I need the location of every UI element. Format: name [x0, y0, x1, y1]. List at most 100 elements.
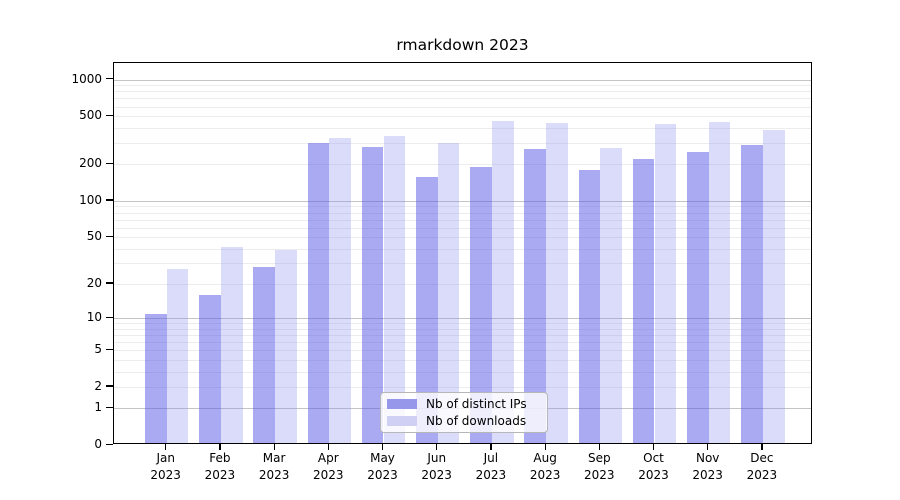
y-tick	[106, 406, 113, 409]
gridline-minor	[114, 85, 811, 87]
x-tick-label-year: 2023	[150, 467, 181, 482]
bar-distinct-ips-jul	[470, 167, 492, 443]
gridline-minor	[114, 206, 811, 208]
bar-distinct-ips-sep	[578, 170, 601, 443]
gridline-minor	[114, 386, 811, 388]
y-tick	[106, 78, 113, 80]
x-tick-label-year: 2023	[421, 467, 452, 482]
x-tick-label: Dec 2023	[732, 450, 792, 483]
bar-downloads-oct	[654, 123, 677, 443]
x-tick-label-month: Mar	[262, 451, 286, 465]
x-tick-label-month: Jun	[427, 451, 447, 465]
y-tick	[106, 282, 113, 284]
x-tick-label: Jul 2023	[461, 450, 521, 483]
y-tick	[106, 114, 113, 116]
bar-distinct-ips-mar	[253, 266, 276, 443]
x-tick	[761, 444, 763, 450]
x-tick-label-year: 2023	[204, 467, 236, 482]
bar-distinct-ips-apr	[307, 143, 330, 443]
legend-item: Nb of distinct IPs	[387, 397, 547, 411]
bar-downloads-apr	[329, 138, 351, 443]
x-tick-label-month: Feb	[209, 451, 231, 465]
y-tick	[106, 235, 113, 237]
y-tick	[106, 385, 113, 387]
gridline-minor	[114, 143, 811, 145]
x-tick	[598, 444, 601, 450]
gridline-minor	[114, 98, 811, 100]
bar-downloads-dec	[762, 129, 785, 443]
x-tick	[219, 444, 221, 450]
bar-downloads-sep	[600, 147, 622, 443]
y-tick	[106, 199, 113, 201]
x-tick-label-year: 2023	[529, 467, 561, 482]
gridline-minor	[114, 335, 811, 336]
plot-area	[113, 62, 812, 444]
x-tick-label: Feb 2023	[190, 450, 250, 483]
gridline-minor	[114, 371, 811, 373]
bar-distinct-ips-feb	[199, 295, 221, 443]
bar-distinct-ips-may	[361, 146, 384, 443]
bar-downloads-jul	[491, 120, 514, 443]
x-tick-label: Oct 2023	[624, 450, 684, 483]
y-tick-label: 5	[94, 342, 102, 357]
x-tick-label-month: Jan	[156, 451, 175, 465]
gridline-minor	[114, 91, 811, 93]
y-tick-label: 500	[79, 108, 102, 123]
x-tick-label: Sep 2023	[569, 450, 629, 483]
gridline-minor	[114, 164, 811, 166]
x-tick	[327, 444, 330, 450]
x-tick-label: Apr 2023	[298, 450, 358, 483]
x-tick-label: Nov 2023	[678, 450, 738, 483]
x-tick	[490, 444, 492, 450]
x-tick-label: May 2023	[353, 450, 413, 483]
bar-downloads-jan	[166, 268, 189, 443]
bar-downloads-aug	[546, 122, 568, 443]
y-tick-label: 1000	[71, 71, 102, 86]
y-tick	[106, 162, 113, 165]
x-tick-label-month: Dec	[750, 451, 774, 465]
gridline-minor	[114, 263, 811, 265]
x-tick-label: Jan 2023	[136, 450, 196, 483]
x-tick-label-month: Aug	[533, 451, 557, 465]
y-tick-label: 2	[94, 378, 102, 393]
gridline-minor	[114, 106, 811, 108]
y-tick	[106, 316, 113, 318]
bar-downloads-mar	[275, 249, 297, 443]
legend-item: Nb of downloads	[387, 414, 547, 428]
legend-label: Nb of distinct IPs	[426, 397, 527, 411]
bar-downloads-feb	[220, 247, 243, 443]
x-tick-label-year: 2023	[638, 467, 669, 482]
bar-distinct-ips-oct	[632, 159, 655, 443]
y-tick	[106, 443, 113, 445]
legend-swatch-downloads	[387, 415, 417, 427]
x-tick	[544, 444, 546, 450]
gridline-minor	[114, 350, 811, 352]
gridline-minor	[114, 237, 811, 239]
gridline-minor	[114, 328, 811, 330]
gridline-major	[114, 318, 811, 320]
x-tick-label-month: Jul	[483, 451, 499, 465]
x-tick	[382, 444, 384, 450]
x-tick-label-month: Oct	[643, 451, 664, 465]
y-tick-label: 100	[79, 192, 102, 207]
bar-distinct-ips-jun	[416, 176, 438, 443]
x-tick-label: Jun 2023	[407, 450, 467, 483]
chart-title: rmarkdown 2023	[396, 36, 529, 54]
bar-downloads-jun	[437, 142, 460, 443]
bar-downloads-may	[383, 136, 406, 443]
x-tick	[273, 444, 275, 450]
bar-distinct-ips-aug	[524, 148, 547, 443]
gridline-minor	[114, 342, 811, 344]
y-tick-label: 50	[86, 229, 102, 244]
gridline-minor	[114, 283, 811, 285]
x-tick-label-month: May	[370, 451, 395, 465]
gridline-major	[114, 200, 811, 202]
gridline-minor	[114, 116, 811, 118]
x-tick-label-month: Nov	[695, 451, 720, 465]
y-tick-label: 200	[79, 156, 102, 171]
y-tick	[106, 348, 113, 351]
gridline-minor	[114, 227, 811, 229]
x-tick-label: Mar 2023	[244, 450, 304, 483]
y-tick-label: 20	[86, 275, 102, 290]
